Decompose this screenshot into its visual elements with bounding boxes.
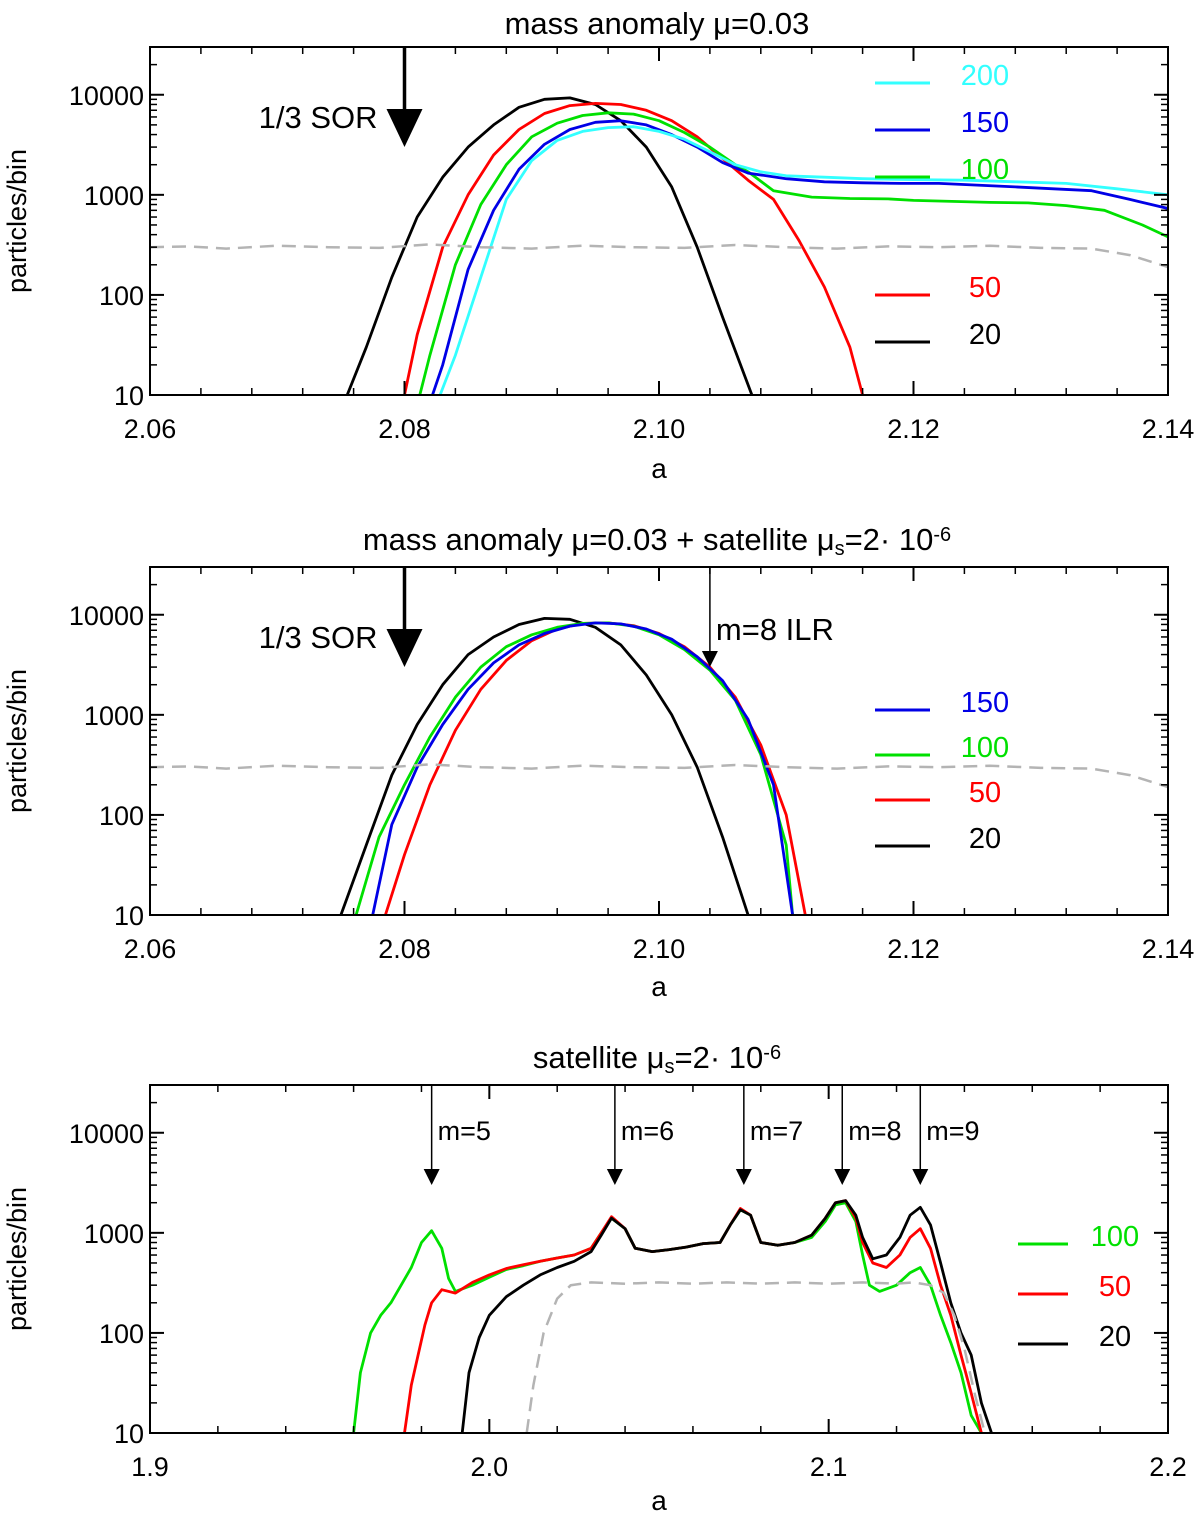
series-line-100 <box>354 621 794 915</box>
chart-title: mass anomaly μ=0.03 + satellite μs=2· 10… <box>363 522 951 560</box>
series-group <box>150 617 1168 915</box>
series-group <box>150 96 1168 395</box>
y-tick-label: 1000 <box>84 1219 144 1249</box>
y-tick-label: 1000 <box>84 181 144 211</box>
y-axis-label: particles/bin <box>2 149 32 293</box>
x-tick-label: 2.12 <box>887 934 940 964</box>
legend-label-100: 100 <box>961 732 1009 764</box>
y-axis-label: particles/bin <box>2 669 32 813</box>
series-line-20 <box>339 617 750 915</box>
series-line-100 <box>352 1201 983 1433</box>
y-tick-label: 10 <box>114 901 144 931</box>
y-tick-label: 100 <box>99 281 144 311</box>
x-tick-label: 2.08 <box>378 414 431 444</box>
x-tick-label: 2.2 <box>1149 1452 1187 1482</box>
annotation-arrow-head <box>912 1169 929 1185</box>
annotation-arrow-head <box>834 1169 851 1185</box>
legend-label-100: 100 <box>961 154 1009 186</box>
legend-label-200: 200 <box>961 60 1009 92</box>
annotation-arrow-head <box>701 651 718 667</box>
annotation-label: 1/3 SOR <box>259 620 378 655</box>
annotation-label: m=7 <box>750 1116 803 1146</box>
series-line-initial <box>150 763 1168 789</box>
legend-label-20: 20 <box>1099 1321 1131 1353</box>
series-group <box>352 1199 993 1433</box>
y-tick-label: 10000 <box>69 1119 144 1149</box>
x-axis-label: a <box>651 453 667 484</box>
series-line-150 <box>371 621 794 915</box>
series-line-200 <box>438 125 1168 395</box>
legend-label-20: 20 <box>969 319 1001 351</box>
legend-label-50: 50 <box>969 777 1001 809</box>
series-line-initial <box>525 1281 987 1433</box>
x-tick-label: 2.14 <box>1142 934 1195 964</box>
annotation-label: m=6 <box>621 1116 674 1146</box>
x-tick-label: 2.0 <box>471 1452 509 1482</box>
annotation-arrow-head <box>386 109 423 147</box>
chart-title: satellite μs=2· 10-6 <box>533 1040 781 1078</box>
y-axis-label: particles/bin <box>2 1187 32 1331</box>
legend-label-20: 20 <box>969 823 1001 855</box>
legend-label-100: 100 <box>1091 1221 1139 1253</box>
series-line-20 <box>345 96 754 395</box>
series-line-150 <box>431 119 1168 395</box>
annotation-label: m=8 ILR <box>716 612 834 647</box>
x-axis-label: a <box>651 971 667 1002</box>
panel-1: 2.06 2.08 2.10 2.12 2.14 10 100 1000 10000 a parti… <box>2 6 1194 484</box>
panel-3: 1.9 2.0 2.1 2.2 10 100 1000 10000 a particles/bin… <box>2 1040 1187 1515</box>
x-axis-label: a <box>651 1485 667 1515</box>
annotation-arrow-head <box>386 629 423 667</box>
annotation-arrow-head <box>423 1169 440 1185</box>
annotation-label: m=9 <box>926 1116 979 1146</box>
y-tick-label: 10 <box>114 1419 144 1449</box>
y-tick-label: 1000 <box>84 701 144 731</box>
series-line-50 <box>403 102 864 395</box>
y-tick-label: 10000 <box>69 81 144 111</box>
series-line-20 <box>460 1199 993 1433</box>
legend-label-150: 150 <box>961 687 1009 719</box>
y-tick-label: 10000 <box>69 601 144 631</box>
annotation-arrow-head <box>606 1169 623 1185</box>
legend-label-150: 150 <box>961 107 1009 139</box>
annotation-label: 1/3 SOR <box>259 100 378 135</box>
panel-2: 2.06 2.08 2.10 2.12 2.14 10 100 1000 10000 a parti… <box>2 522 1194 1002</box>
x-tick-label: 2.10 <box>633 414 686 444</box>
legend-label-50: 50 <box>969 272 1001 304</box>
x-tick-label: 1.9 <box>131 1452 169 1482</box>
x-tick-label: 2.1 <box>810 1452 848 1482</box>
annotation-arrow-head <box>735 1169 752 1185</box>
series-line-initial <box>150 243 1168 269</box>
x-tick-label: 2.08 <box>378 934 431 964</box>
y-tick-label: 10 <box>114 381 144 411</box>
annotation-label: m=5 <box>438 1116 491 1146</box>
x-tick-label: 2.14 <box>1142 414 1195 444</box>
x-tick-label: 2.12 <box>887 414 940 444</box>
y-tick-label: 100 <box>99 801 144 831</box>
y-tick-label: 100 <box>99 1319 144 1349</box>
x-tick-label: 2.06 <box>124 414 177 444</box>
x-tick-label: 2.06 <box>124 934 177 964</box>
chart-title: mass anomaly μ=0.03 <box>505 6 810 41</box>
annotation-label: m=8 <box>848 1116 901 1146</box>
series-line-50 <box>403 1199 983 1433</box>
legend-label-50: 50 <box>1099 1271 1131 1303</box>
x-tick-label: 2.10 <box>633 934 686 964</box>
series-line-50 <box>384 621 807 915</box>
plot-frame <box>149 1084 1169 1434</box>
